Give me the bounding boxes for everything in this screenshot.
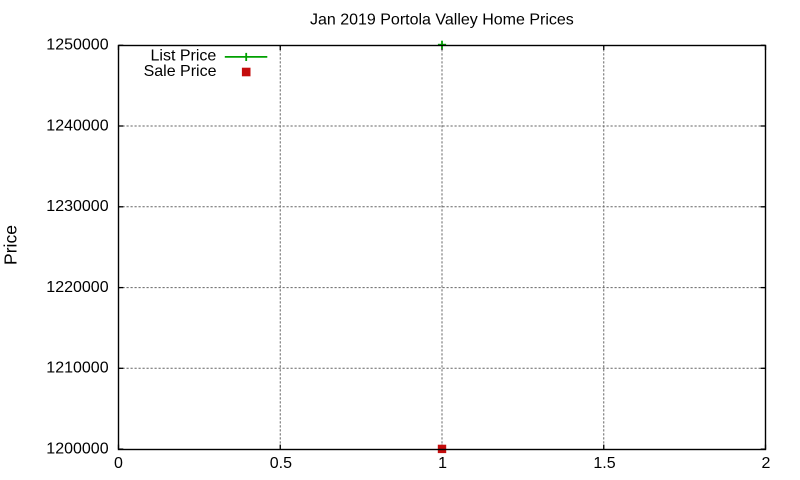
svg-text:Jan 2019 Portola Valley Home P: Jan 2019 Portola Valley Home Prices [310,11,574,28]
svg-text:1220000: 1220000 [46,279,108,296]
svg-text:Price: Price [1,225,21,265]
svg-text:List Price: List Price [151,48,217,65]
svg-text:1210000: 1210000 [46,360,108,377]
svg-text:1250000: 1250000 [46,37,108,54]
svg-text:1230000: 1230000 [46,198,108,215]
svg-text:1: 1 [438,455,447,472]
svg-text:Sale Price: Sale Price [144,63,217,80]
svg-text:1240000: 1240000 [46,117,108,134]
svg-text:1200000: 1200000 [46,440,108,457]
svg-text:1.5: 1.5 [593,455,615,472]
svg-text:0: 0 [114,455,123,472]
svg-text:0.5: 0.5 [270,455,292,472]
svg-text:2: 2 [762,455,771,472]
